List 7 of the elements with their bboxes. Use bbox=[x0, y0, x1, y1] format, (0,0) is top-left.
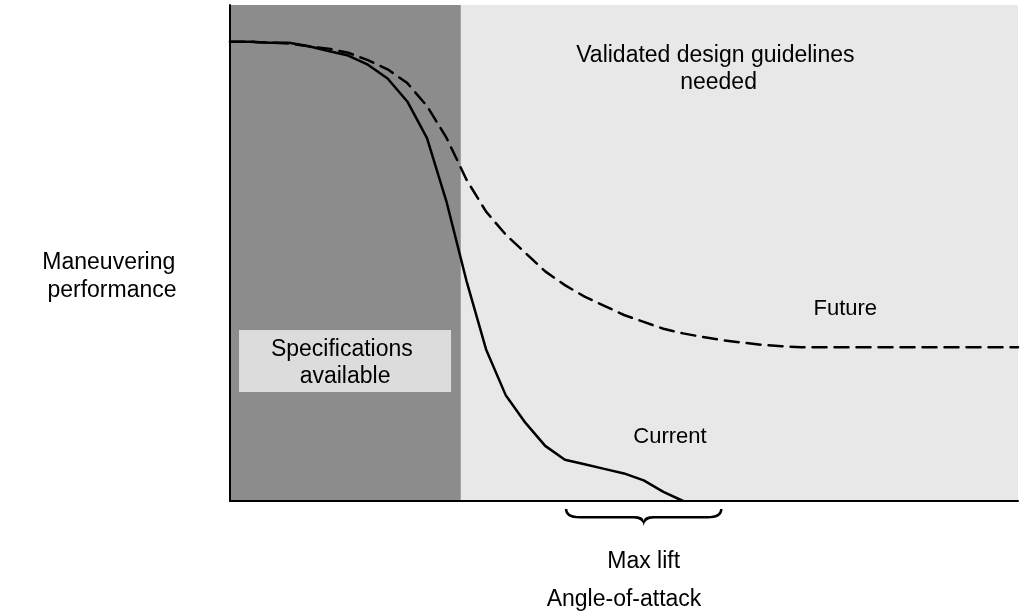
text: Max lift bbox=[607, 546, 681, 573]
x-axis-title: Angle-of-attack bbox=[546, 584, 702, 611]
series-label: Future bbox=[813, 294, 878, 320]
series-label: Current bbox=[633, 422, 707, 448]
annotation: Specifications available bbox=[270, 334, 420, 388]
annotation: Validated design guidelines needed bbox=[576, 40, 861, 94]
y-axis-title: Maneuvering performance bbox=[42, 248, 182, 302]
